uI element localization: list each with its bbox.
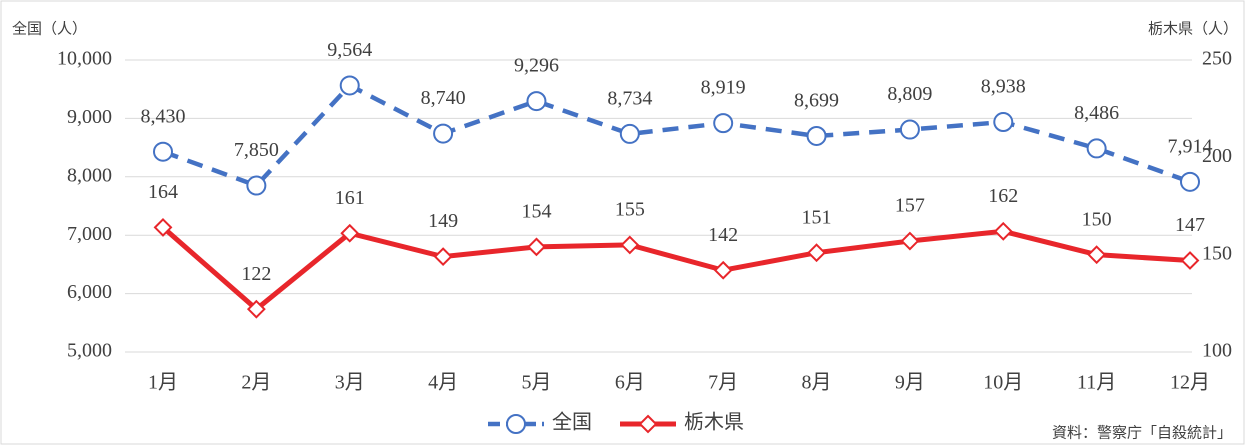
series-line — [162, 82, 1191, 189]
y2-tick-label: 200 — [1202, 145, 1232, 167]
data-label: 9,564 — [327, 39, 372, 61]
data-point — [713, 113, 734, 134]
x-tick-label: 8月 — [802, 372, 832, 394]
data-label: 8,734 — [607, 88, 652, 110]
data-point — [340, 223, 360, 243]
y-tick-label: 10,000 — [57, 48, 112, 70]
data-label: 9,296 — [514, 55, 559, 77]
x-tick-label: 11月 — [1077, 372, 1116, 394]
legend-label: 全国 — [552, 411, 592, 434]
data-label: 8,699 — [794, 90, 839, 112]
data-point — [153, 141, 173, 162]
x-tick-label: 9月 — [895, 372, 925, 394]
data-point — [1086, 138, 1107, 159]
y-tick-label: 6,000 — [67, 281, 112, 303]
series-line — [161, 225, 1191, 313]
data-point — [713, 260, 733, 280]
x-tick-label: 10月 — [983, 372, 1023, 394]
data-label: 8,486 — [1074, 102, 1119, 124]
data-point — [527, 237, 546, 257]
data-label: 149 — [428, 210, 458, 232]
data-label: 155 — [615, 199, 645, 221]
y2-tick-label: 150 — [1202, 242, 1232, 264]
x-tick-label: 4月 — [428, 372, 458, 394]
legend-marker — [638, 414, 658, 434]
y-tick-label: 8,000 — [67, 164, 112, 186]
data-point — [993, 112, 1014, 133]
data-label: 8,740 — [421, 87, 466, 109]
data-point — [526, 91, 547, 112]
legend-marker — [506, 414, 526, 434]
data-label: 8,919 — [701, 77, 746, 99]
data-label: 161 — [335, 187, 365, 209]
data-label: 142 — [708, 224, 738, 246]
data-label: 7,914 — [1168, 135, 1213, 157]
data-point — [899, 119, 920, 140]
data-point — [1180, 251, 1200, 270]
data-label: 8,938 — [981, 76, 1026, 98]
legend-label: 栃木県 — [684, 411, 744, 434]
x-tick-label: 2月 — [241, 372, 271, 394]
data-point — [433, 247, 453, 267]
y2-tick-label: 100 — [1202, 340, 1232, 362]
x-tick-label: 5月 — [521, 372, 551, 394]
data-label: 147 — [1175, 214, 1205, 236]
data-label: 154 — [521, 200, 551, 222]
data-point — [806, 125, 827, 146]
data-point — [433, 123, 454, 144]
data-point — [900, 231, 920, 251]
data-point — [1087, 245, 1107, 265]
x-tick-label: 7月 — [708, 372, 738, 394]
x-tick-label: 3月 — [335, 372, 365, 394]
data-label: 151 — [802, 206, 832, 228]
y-tick-label: 7,000 — [67, 223, 112, 245]
y-tick-label: 9,000 — [67, 106, 112, 128]
data-point — [993, 221, 1013, 241]
data-label: 164 — [148, 181, 178, 203]
y2-tick-label: 250 — [1202, 48, 1232, 70]
x-tick-label: 6月 — [615, 372, 645, 394]
data-label: 8,809 — [887, 83, 932, 105]
data-point — [619, 123, 640, 144]
data-point — [807, 243, 826, 263]
data-point — [620, 235, 640, 255]
y2-axis-title: 栃木県（人） — [1148, 20, 1238, 37]
x-tick-label: 1月 — [148, 372, 178, 394]
data-label: 157 — [895, 195, 925, 217]
data-point — [339, 75, 360, 96]
data-point — [1180, 171, 1200, 192]
data-point — [246, 175, 267, 196]
data-label: 150 — [1082, 208, 1112, 230]
y-axis-title: 全国（人） — [12, 19, 87, 37]
data-label: 7,850 — [234, 139, 279, 161]
data-label: 8,430 — [141, 105, 186, 127]
y-tick-label: 5,000 — [67, 340, 112, 362]
data-point — [153, 217, 173, 237]
source-note: 資料：警察庁「自殺統計」 — [1052, 423, 1232, 441]
data-label: 122 — [241, 263, 271, 285]
data-label: 162 — [988, 185, 1018, 207]
data-point — [246, 299, 266, 319]
x-tick-label: 12月 — [1170, 372, 1210, 394]
